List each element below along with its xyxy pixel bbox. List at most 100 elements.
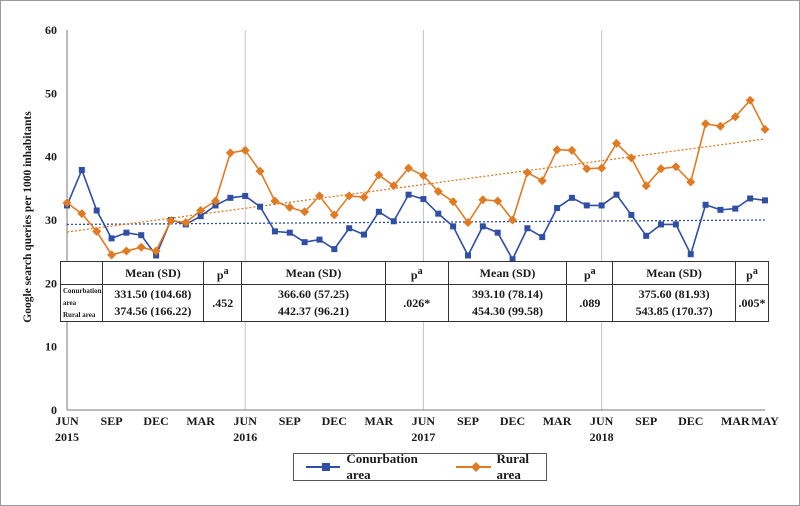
data-point-diamond [314,191,324,201]
data-point-diamond [433,187,443,196]
x-tick-label: DEC [143,414,168,428]
row-label-rural: Rural area [63,311,96,319]
mean-cell: 331.50 (104.68) 374.56 (166.22) [101,284,205,322]
mean-header: Mean (SD) [612,261,736,285]
data-point-square [450,223,457,230]
data-point-diamond [671,162,681,172]
legend-label-rural: Rural area [496,451,530,482]
data-point-square [583,202,590,209]
data-point-diamond [151,246,161,256]
legend-item-conurbation: Conurbation area [304,451,428,483]
data-point-diamond [344,191,354,201]
data-point-square [271,228,278,235]
y-tick-label: 0 [51,403,57,417]
x-tick-year: 2018 [590,430,614,444]
p-cell: .026* [384,284,449,322]
data-point-diamond [641,181,651,191]
legend-swatch-rural [456,462,491,472]
x-tick-label: JUN [412,414,436,428]
data-point-square [494,229,501,236]
p-header: pa [566,261,614,285]
data-point-square [717,206,724,213]
x-tick-label: MAR [721,414,750,428]
y-tick-label: 20 [45,276,57,290]
data-point-square [78,166,85,173]
data-point-diamond [508,215,518,225]
data-point-square [479,223,486,230]
x-tick-label: SEP [457,414,479,428]
mean-header: Mean (SD) [447,261,568,285]
x-tick-year: 2016 [233,430,257,444]
y-tick-labels: 0 10 20 30 40 50 60 [45,23,57,417]
stats-table: Mean (SD) pa Mean (SD) pa Mean (SD) pa M… [60,261,770,322]
year-gridlines [244,30,603,410]
mean-cell: 393.10 (78.14) 454.30 (99.58) [447,284,568,322]
x-tick-label: MAR [186,414,215,428]
data-point-diamond [62,198,72,208]
data-point-diamond [611,138,621,148]
chart-legend: Conurbation area Rural area [293,451,547,483]
data-point-square [346,225,353,232]
data-point-square [361,231,368,238]
data-point-diamond [745,95,755,105]
data-point-diamond [389,181,399,191]
data-point-diamond [404,163,414,173]
data-point-square [613,191,620,198]
y-tick-label: 10 [45,340,57,354]
data-point-square [687,251,694,258]
mean-header: Mean (SD) [101,261,205,285]
data-point-square [539,234,546,241]
data-point-square [732,205,739,212]
data-point-square [672,221,679,228]
x-tick-year: 2017 [411,430,435,444]
data-point-diamond [597,163,607,173]
data-point-square [331,246,338,253]
data-point-square [301,239,308,246]
data-point-diamond [359,192,369,202]
y-tick-label: 40 [45,150,57,164]
x-tick-year: 2015 [55,430,79,444]
data-point-square [93,207,100,214]
data-point-diamond [285,202,295,212]
data-point-square [524,225,531,232]
stats-corner-cell [60,261,103,285]
data-point-square [643,232,650,239]
data-point-diamond [77,209,87,219]
data-point-square [509,256,516,263]
data-point-square [197,213,204,220]
data-point-diamond [552,145,562,155]
data-point-square [375,208,382,215]
data-point-diamond [270,196,280,206]
x-tick-label: MAR [543,414,572,428]
data-point-diamond [240,145,250,155]
data-point-square [568,194,575,201]
legend-label-conurbation: Conurbation area [346,451,418,482]
stats-header-row: Mean (SD) pa Mean (SD) pa Mean (SD) pa M… [60,261,770,285]
data-point-diamond [537,176,547,186]
data-point-square [242,192,249,199]
data-point-diamond [329,210,339,220]
data-point-square [420,196,427,203]
mean-cell: 366.60 (57.25) 442.37 (96.21) [241,284,386,322]
data-point-square [628,211,635,218]
data-point-diamond [166,216,176,226]
x-tick-label: SEP [635,414,657,428]
data-point-diamond [196,206,206,215]
data-point-diamond [567,145,577,155]
data-point-diamond [121,246,131,256]
x-tick-label: JUN [234,414,258,428]
data-point-diamond [418,171,428,181]
data-point-diamond [300,207,310,217]
data-point-diamond [493,196,503,206]
y-tick-label: 50 [45,86,57,100]
data-point-diamond [92,226,102,236]
x-tick-label: DEC [678,414,703,428]
legend-swatch-conurbation [306,463,341,471]
series-line [66,98,766,256]
x-tick-labels: JUN 2015 SEP DEC MAR JUN 2016 SEP DEC MAR JUN 2017 S… [55,414,779,444]
x-tick-label: SEP [101,414,123,428]
p-cell: .089 [566,284,614,322]
data-point-square [316,236,323,243]
p-header: pa [203,261,243,285]
